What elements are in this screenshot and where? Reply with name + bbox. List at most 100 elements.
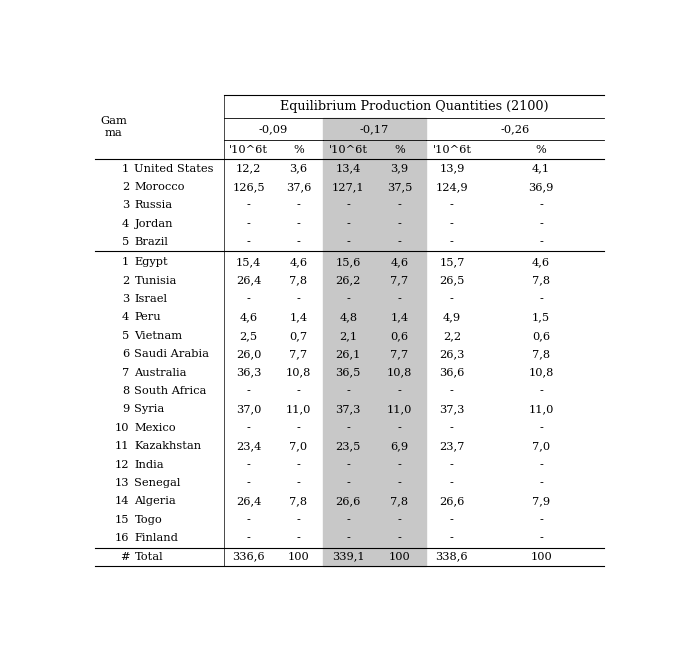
Text: -: -	[297, 459, 301, 469]
Text: South Africa: South Africa	[135, 386, 207, 396]
Text: %: %	[293, 145, 304, 155]
Text: 8: 8	[122, 386, 129, 396]
Text: 4,9: 4,9	[443, 313, 461, 323]
Text: -: -	[539, 459, 543, 469]
Text: 4: 4	[122, 313, 129, 323]
Text: -: -	[539, 237, 543, 247]
Text: -: -	[347, 386, 350, 396]
Text: 338,6: 338,6	[435, 552, 468, 562]
Text: Kazakhstan: Kazakhstan	[135, 442, 202, 452]
Text: 26,4: 26,4	[236, 497, 261, 507]
Text: Russia: Russia	[135, 201, 173, 210]
Text: 0,6: 0,6	[391, 331, 408, 341]
Text: 26,3: 26,3	[439, 349, 464, 359]
Text: 13,9: 13,9	[439, 163, 464, 174]
Text: -: -	[246, 515, 250, 525]
Text: 4,6: 4,6	[240, 313, 258, 323]
Text: -: -	[347, 423, 350, 433]
Bar	[324, 118, 426, 566]
Text: 26,5: 26,5	[439, 276, 464, 286]
Text: -: -	[297, 533, 301, 543]
Text: -: -	[297, 515, 301, 525]
Text: 7: 7	[122, 368, 129, 378]
Text: 2: 2	[122, 276, 129, 286]
Text: 5: 5	[122, 237, 129, 247]
Text: 2,1: 2,1	[339, 331, 357, 341]
Text: Morocco: Morocco	[135, 182, 185, 192]
Text: 7,8: 7,8	[391, 497, 408, 507]
Text: 11,0: 11,0	[529, 404, 554, 414]
Text: 7,8: 7,8	[532, 276, 550, 286]
Text: -: -	[539, 219, 543, 229]
Text: 15,7: 15,7	[439, 257, 464, 267]
Text: #: #	[120, 552, 129, 562]
Text: -: -	[397, 201, 401, 210]
Text: 12,2: 12,2	[236, 163, 261, 174]
Text: Egypt: Egypt	[135, 257, 168, 267]
Text: Peru: Peru	[135, 313, 161, 323]
Text: 26,6: 26,6	[336, 497, 361, 507]
Text: Israel: Israel	[135, 294, 167, 304]
Text: 15,4: 15,4	[236, 257, 261, 267]
Text: 26,2: 26,2	[336, 276, 361, 286]
Text: 7,0: 7,0	[289, 442, 307, 452]
Text: 100: 100	[389, 552, 410, 562]
Text: 2,5: 2,5	[240, 331, 258, 341]
Text: -: -	[297, 201, 301, 210]
Text: -: -	[347, 459, 350, 469]
Text: -: -	[347, 237, 350, 247]
Text: Total: Total	[135, 552, 163, 562]
Text: India: India	[135, 459, 164, 469]
Text: -: -	[539, 386, 543, 396]
Text: 37,3: 37,3	[336, 404, 361, 414]
Text: 7,8: 7,8	[532, 349, 550, 359]
Text: -: -	[246, 219, 250, 229]
Text: Gam
ma: Gam ma	[100, 116, 127, 138]
Text: 339,1: 339,1	[332, 552, 365, 562]
Text: 26,1: 26,1	[336, 349, 361, 359]
Text: -: -	[450, 386, 454, 396]
Text: 100: 100	[288, 552, 309, 562]
Text: -: -	[347, 219, 350, 229]
Text: Tunisia: Tunisia	[135, 276, 177, 286]
Text: 100: 100	[530, 552, 552, 562]
Text: -: -	[397, 294, 401, 304]
Text: 3,9: 3,9	[391, 163, 408, 174]
Text: -: -	[297, 423, 301, 433]
Text: 16: 16	[114, 533, 129, 543]
Text: Senegal: Senegal	[135, 478, 181, 488]
Text: -: -	[347, 533, 350, 543]
Text: -: -	[246, 201, 250, 210]
Text: 7,8: 7,8	[289, 276, 307, 286]
Text: -: -	[539, 515, 543, 525]
Text: 12: 12	[114, 459, 129, 469]
Text: -: -	[450, 533, 454, 543]
Text: -: -	[539, 423, 543, 433]
Text: 4,6: 4,6	[289, 257, 307, 267]
Text: -: -	[539, 478, 543, 488]
Text: %: %	[394, 145, 405, 155]
Text: -: -	[246, 423, 250, 433]
Text: 37,6: 37,6	[286, 182, 311, 192]
Text: 23,5: 23,5	[336, 442, 361, 452]
Text: Saudi Arabia: Saudi Arabia	[135, 349, 209, 359]
Text: 2,2: 2,2	[443, 331, 461, 341]
Text: -: -	[539, 294, 543, 304]
Text: 1,4: 1,4	[289, 313, 307, 323]
Text: -: -	[450, 294, 454, 304]
Text: -0,09: -0,09	[259, 124, 288, 133]
Text: -: -	[397, 515, 401, 525]
Text: -: -	[397, 237, 401, 247]
Text: -: -	[297, 219, 301, 229]
Text: -: -	[539, 201, 543, 210]
Text: 13,4: 13,4	[336, 163, 361, 174]
Text: Jordan: Jordan	[135, 219, 173, 229]
Text: -: -	[347, 478, 350, 488]
Text: -: -	[347, 201, 350, 210]
Text: -: -	[397, 459, 401, 469]
Text: -: -	[450, 201, 454, 210]
Text: 7,0: 7,0	[532, 442, 550, 452]
Text: 11,0: 11,0	[387, 404, 412, 414]
Text: 26,6: 26,6	[439, 497, 464, 507]
Text: 10,8: 10,8	[286, 368, 311, 378]
